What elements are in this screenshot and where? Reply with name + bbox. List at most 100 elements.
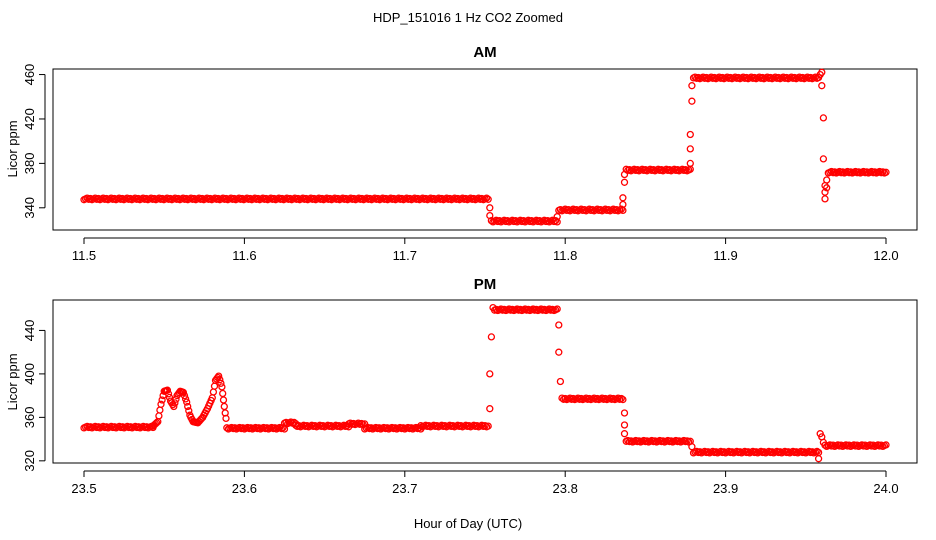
data-point xyxy=(553,305,561,313)
y-tick-label: 360 xyxy=(22,407,37,429)
data-point xyxy=(553,213,561,221)
panel-pm-y-axis: 320 360 400 440 xyxy=(22,320,46,472)
data-point xyxy=(555,348,563,356)
data-point xyxy=(482,194,491,202)
x-axis-label: Hour of Day (UTC) xyxy=(414,516,522,531)
data-point xyxy=(813,447,821,456)
data-point xyxy=(279,424,287,432)
data-point xyxy=(686,145,694,153)
data-point xyxy=(209,388,218,396)
data-point xyxy=(486,405,494,413)
x-tick-label: 11.5 xyxy=(72,248,96,263)
y-tick-label: 460 xyxy=(22,64,37,86)
data-point xyxy=(157,400,165,408)
y-tick-label: 420 xyxy=(22,108,37,130)
data-point xyxy=(486,370,494,378)
data-point xyxy=(276,423,284,432)
data-point xyxy=(487,333,496,341)
data-point xyxy=(215,372,223,380)
data-point xyxy=(170,402,178,411)
data-point xyxy=(620,170,629,179)
data-point xyxy=(556,377,565,386)
panel-pm: PM Licor ppm 23.5 23.6 23.7 23.8 23.9 24.0 32… xyxy=(5,276,918,496)
data-point xyxy=(489,303,497,312)
data-point xyxy=(171,399,179,407)
data-point xyxy=(155,412,163,420)
data-point xyxy=(819,155,828,163)
data-point xyxy=(216,376,224,384)
panel-pm-points xyxy=(80,303,890,463)
data-point xyxy=(210,382,219,390)
data-point xyxy=(882,441,890,449)
data-point xyxy=(818,82,826,90)
panel-am-plot-box xyxy=(52,68,918,231)
data-point xyxy=(181,395,190,403)
x-tick-label: 23.7 xyxy=(392,481,417,496)
data-point xyxy=(823,176,831,184)
data-point xyxy=(184,402,192,411)
x-tick-label: 23.9 xyxy=(713,481,738,496)
data-point xyxy=(617,394,625,403)
data-point xyxy=(287,418,295,426)
data-point xyxy=(821,195,829,203)
x-tick-label: 11.9 xyxy=(713,248,737,263)
panel-am-ylabel: Licor ppm xyxy=(5,120,20,177)
panel-pm-x-axis: 23.5 23.6 23.7 23.8 23.9 24.0 xyxy=(71,470,899,496)
data-point xyxy=(683,437,691,445)
y-tick-label: 440 xyxy=(22,320,37,342)
data-point xyxy=(163,386,172,394)
x-tick-label: 11.6 xyxy=(232,248,256,263)
data-point xyxy=(185,407,193,415)
panel-am: AM Licor ppm 11.5 11.6 11.7 11.8 11.9 12.0 34… xyxy=(5,44,918,263)
data-point xyxy=(152,419,161,427)
data-point xyxy=(481,422,489,430)
panel-am-points xyxy=(80,68,890,226)
data-point xyxy=(164,390,173,398)
data-point xyxy=(620,430,629,438)
y-tick-label: 320 xyxy=(22,450,37,472)
data-point xyxy=(688,82,696,90)
data-point xyxy=(158,396,166,404)
data-point xyxy=(548,305,557,314)
x-tick-label: 24.0 xyxy=(873,481,898,496)
data-point xyxy=(619,395,627,404)
data-point xyxy=(686,130,694,139)
data-point xyxy=(357,419,366,428)
data-point xyxy=(819,114,828,122)
panel-am-title: AM xyxy=(473,44,496,61)
data-point xyxy=(551,217,560,225)
data-point xyxy=(818,68,826,76)
data-point xyxy=(219,389,227,398)
data-point xyxy=(814,455,823,463)
data-point xyxy=(220,402,228,411)
data-point xyxy=(620,421,629,429)
panel-pm-plot-box xyxy=(52,299,918,464)
data-point xyxy=(617,205,625,213)
data-point xyxy=(681,166,690,174)
data-point xyxy=(180,391,189,400)
y-tick-label: 340 xyxy=(22,197,37,219)
data-point xyxy=(877,441,885,449)
data-point xyxy=(183,398,191,406)
data-point xyxy=(553,218,561,226)
figure-title: HDP_151016 1 Hz CO2 Zoomed xyxy=(373,10,563,25)
panel-pm-title: PM xyxy=(474,276,497,293)
data-point xyxy=(819,438,828,447)
panel-pm-ylabel: Licor ppm xyxy=(5,353,20,410)
data-point xyxy=(548,216,557,224)
x-tick-label: 11.7 xyxy=(393,248,417,263)
data-point xyxy=(486,211,494,220)
x-tick-label: 23.8 xyxy=(553,481,578,496)
data-point xyxy=(219,396,228,404)
data-point xyxy=(555,321,563,329)
data-point xyxy=(879,168,887,176)
data-point xyxy=(686,159,694,168)
data-point xyxy=(620,178,629,186)
x-tick-label: 12.0 xyxy=(873,248,898,263)
data-point xyxy=(688,443,696,451)
data-point xyxy=(218,383,226,391)
data-point xyxy=(688,97,696,105)
data-point xyxy=(619,200,627,209)
y-tick-label: 400 xyxy=(22,363,37,385)
